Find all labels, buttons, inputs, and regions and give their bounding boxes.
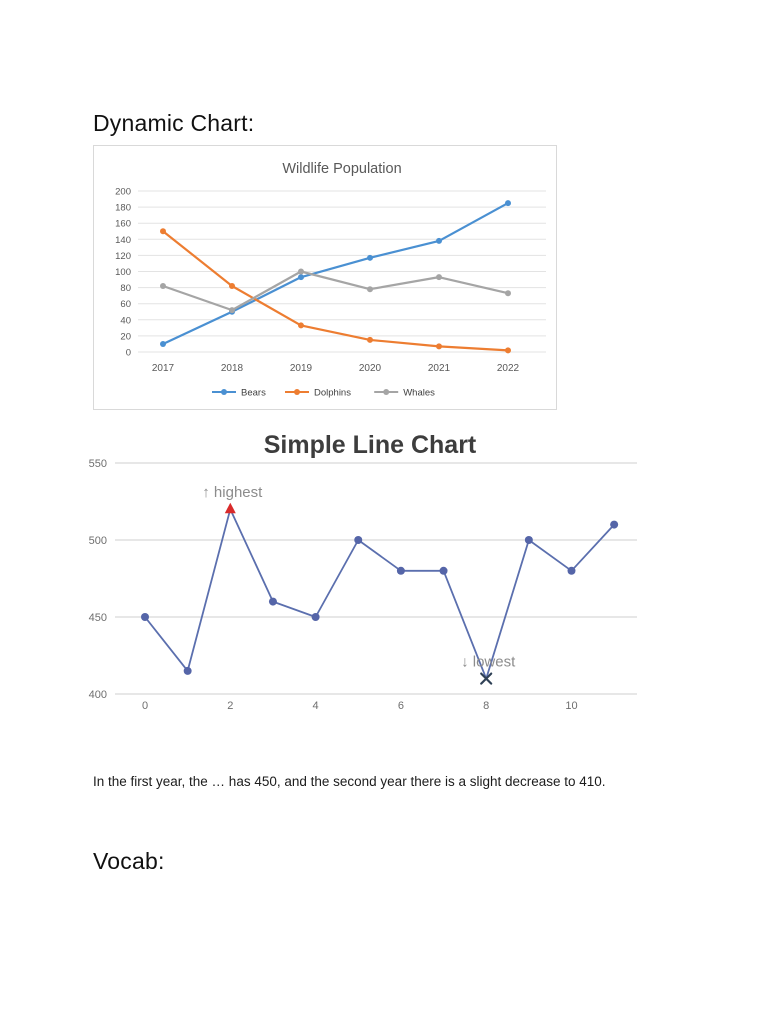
- svg-text:Whales: Whales: [403, 388, 435, 399]
- chart2-grid: 400 450 500 550: [89, 458, 637, 701]
- svg-text:140: 140: [115, 235, 131, 246]
- chart1-series-whales: [160, 268, 511, 314]
- svg-text:2: 2: [227, 700, 233, 712]
- svg-text:↑ highest: ↑ highest: [202, 484, 263, 501]
- svg-text:450: 450: [89, 612, 107, 624]
- chart1-grid: 0 20 40 60 80 100 120 140 160 180 200: [115, 187, 546, 359]
- simple-line-chart-svg: Simple Line Chart 400 450 500 550 0 2 4 6 8 10 ↑ hi…: [89, 431, 637, 712]
- svg-text:80: 80: [120, 283, 131, 294]
- lowest-point-marker: [480, 672, 493, 685]
- svg-text:6: 6: [398, 700, 404, 712]
- svg-text:4: 4: [313, 700, 319, 712]
- simple-line-chart: Simple Line Chart 400 450 500 550 0 2 4 6 8 10 ↑ hi…: [80, 424, 646, 716]
- svg-text:0: 0: [142, 700, 148, 712]
- chart2-series: [141, 502, 619, 685]
- svg-text:2017: 2017: [152, 363, 175, 374]
- svg-text:20: 20: [120, 331, 131, 342]
- svg-text:400: 400: [89, 689, 107, 701]
- chart-description: In the first year, the … has 450, and th…: [93, 773, 606, 789]
- svg-text:2021: 2021: [428, 363, 451, 374]
- svg-text:Simple Line Chart: Simple Line Chart: [264, 431, 477, 459]
- svg-text:Bears: Bears: [241, 388, 266, 399]
- chart1-series-dolphins: [160, 228, 511, 354]
- svg-text:200: 200: [115, 187, 131, 198]
- chart2-annotations: ↑ highest ↓ lowest: [202, 484, 516, 670]
- svg-text:↓ lowest: ↓ lowest: [461, 654, 516, 671]
- chart1-legend: Bears Dolphins Whales: [212, 388, 435, 399]
- svg-text:8: 8: [483, 700, 489, 712]
- chart1-x-axis: 2017 2018 2019 2020 2021 2022: [152, 363, 520, 374]
- svg-text:60: 60: [120, 299, 131, 310]
- svg-text:160: 160: [115, 219, 131, 230]
- chart1-series-bears: [160, 200, 511, 347]
- svg-text:10: 10: [565, 700, 577, 712]
- svg-text:40: 40: [120, 315, 131, 326]
- heading-dynamic-chart: Dynamic Chart:: [93, 110, 255, 136]
- highest-point-marker: [224, 502, 236, 514]
- svg-text:2019: 2019: [290, 363, 313, 374]
- chart2-x-axis: 0 2 4 6 8 10: [142, 700, 578, 712]
- svg-text:Dolphins: Dolphins: [314, 388, 351, 399]
- svg-text:2022: 2022: [497, 363, 520, 374]
- svg-text:2018: 2018: [221, 363, 244, 374]
- svg-text:180: 180: [115, 203, 131, 214]
- svg-text:500: 500: [89, 535, 107, 547]
- svg-text:550: 550: [89, 458, 107, 470]
- svg-text:Wildlife Population: Wildlife Population: [282, 161, 401, 177]
- svg-text:120: 120: [115, 251, 131, 262]
- wildlife-population-chart: Wildlife Population 0 20 40 60 80 100 120 140 160…: [93, 145, 557, 410]
- svg-text:0: 0: [126, 348, 131, 359]
- svg-text:2020: 2020: [359, 363, 382, 374]
- heading-vocab: Vocab:: [93, 848, 165, 874]
- svg-text:100: 100: [115, 267, 131, 278]
- wildlife-population-chart-svg: Wildlife Population 0 20 40 60 80 100 120 140 160…: [115, 161, 546, 399]
